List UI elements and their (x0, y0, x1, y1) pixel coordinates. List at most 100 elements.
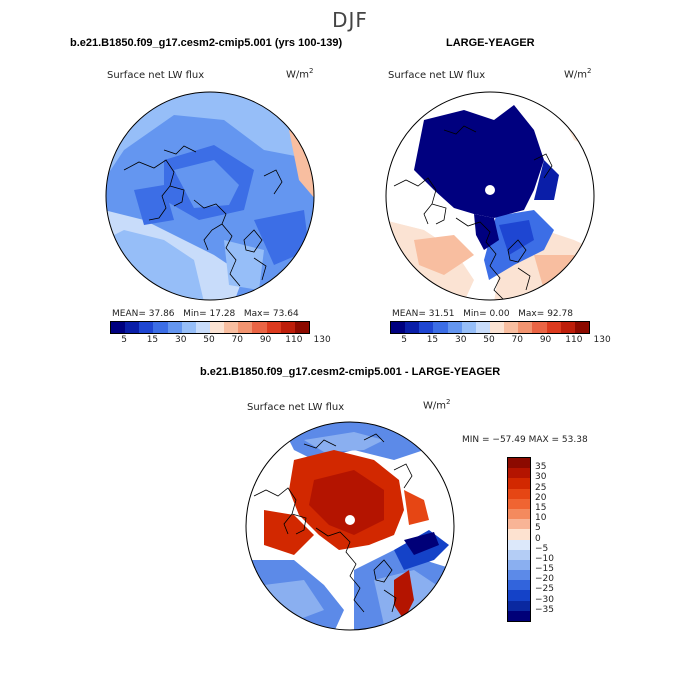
panel-2-colorbar-ticks: 5 15 30 50 70 90 110 130 (390, 335, 610, 347)
panel-1-colorbar-swatch (125, 322, 140, 333)
panel-2-colorbar-tick-label: 15 (426, 335, 439, 345)
panel-3-colorbar (507, 457, 531, 622)
panel-2-colorbar-swatch (475, 322, 490, 333)
panel-3-colorbar-swatch (508, 570, 530, 581)
panel-1-stats: MEAN= 37.86 Min= 17.28 Max= 73.64 (112, 309, 299, 319)
panel-3-colorbar-tick-label: 35 (535, 462, 547, 473)
panel-3-colorbar-swatch (508, 600, 530, 611)
panel-1-colorbar-swatch (153, 322, 168, 333)
panel-2-colorbar-tick-label: 90 (539, 335, 552, 345)
panel-1-colorbar-ticks: 5 15 30 50 70 90 110 130 (110, 335, 330, 347)
panel-1-units: W/m2 (286, 67, 314, 81)
panel-2-colorbar (390, 321, 590, 334)
panel-2-colorbar-tick-label: 70 (511, 335, 524, 345)
panel-3-colorbar-tick-label: −10 (535, 553, 554, 564)
panel-2-field (386, 92, 594, 300)
panel-1-colorbar (110, 321, 310, 334)
panel-1-colorbar-swatch (111, 322, 126, 333)
panel-1-colorbar-swatch (294, 322, 309, 333)
panel-2-colorbar-swatch (532, 322, 547, 333)
panel-3-colorbar-tick-label: −25 (535, 584, 554, 595)
panel-3-colorbar-swatch (508, 498, 530, 509)
season-title: DJF (332, 8, 368, 32)
panel-3-colorbar-swatch (508, 508, 530, 520)
panel-3-variable: Surface net LW flux (247, 402, 345, 413)
panel-3-pole-hole (345, 515, 355, 525)
panel-1-colorbar-swatch (181, 322, 196, 333)
panel-3-field (246, 422, 454, 630)
panel-1-colorbar-tick-label: 15 (146, 335, 159, 345)
panel-1-colorbar-swatch (280, 322, 295, 333)
panel-2-colorbar-swatch (391, 322, 406, 333)
panel-3-colorbar-tick-label: 5 (535, 523, 541, 534)
panel-2-colorbar-tick-label: 110 (565, 335, 583, 345)
panel-2-colorbar-tick-label: 30 (454, 335, 467, 345)
panel-3-map (245, 421, 455, 631)
panel-3-coastlines (253, 433, 413, 613)
panel-3-title: b.e21.B1850.f09_g17.cesm2-cmip5.001 - LA… (200, 366, 501, 378)
panel-3-units: W/m2 (423, 398, 451, 412)
panel-1-map (105, 91, 315, 301)
panel-2-pole-hole (485, 185, 495, 195)
panel-2-colorbar-swatch (489, 322, 505, 333)
panel-3-colorbar-tick-label: −15 (535, 564, 554, 575)
panel-1-colorbar-swatch (224, 322, 239, 333)
panel-3-colorbar-tick-label: 30 (535, 472, 547, 483)
panel-2-colorbar-tick-label: 130 (593, 335, 611, 345)
panel-1-colorbar-swatch (209, 322, 225, 333)
panel-1-colorbar-tick-label: 130 (313, 335, 331, 345)
panel-1-colorbar-swatch (238, 322, 253, 333)
panel-1-variable: Surface net LW flux (107, 70, 205, 81)
panel-2-units: W/m2 (564, 67, 592, 81)
panel-3-colorbar-tick-label: −35 (535, 604, 554, 615)
panel-1-colorbar-swatch (266, 322, 281, 333)
panel-2-colorbar-tick-label: 5 (401, 335, 408, 345)
panel-3-colorbar-swatch (508, 529, 530, 540)
panel-3-colorbar-tick-label: 15 (535, 502, 547, 513)
panel-2-title: LARGE-YEAGER (446, 37, 535, 49)
panel-1-colorbar-swatch (252, 322, 267, 333)
panel-2-stats: MEAN= 31.51 Min= 0.00 Max= 92.78 (392, 309, 573, 319)
panel-2-colorbar-swatch (447, 322, 462, 333)
panel-2-colorbar-swatch (405, 322, 420, 333)
panel-3-colorbar-swatch (508, 610, 530, 621)
panel-3-colorbar-swatch (508, 478, 530, 489)
panel-3-colorbar-swatch (508, 590, 530, 601)
panel-2-colorbar-tick-label: 50 (483, 335, 495, 345)
panel-3-colorbar-tick-label: −5 (535, 543, 549, 554)
panel-1-colorbar-tick-label: 70 (231, 335, 244, 345)
panel-3-colorbar-tick-label: 10 (535, 513, 547, 524)
panel-1-colorbar-tick-label: 110 (285, 335, 303, 345)
panel-1-colorbar-swatch (139, 322, 154, 333)
panel-3-colorbar-swatch (508, 519, 530, 530)
panel-2-colorbar-swatch (518, 322, 533, 333)
panel-1-coastlines (123, 145, 283, 287)
panel-3-colorbar-swatch (508, 580, 530, 591)
panel-3-colorbar-swatch (508, 549, 530, 560)
panel-1-colorbar-swatch (195, 322, 210, 333)
panel-1-colorbar-tick-label: 5 (121, 335, 128, 345)
panel-1-title: b.e21.B1850.f09_g17.cesm2-cmip5.001 (yrs… (70, 37, 343, 49)
panel-1-colorbar-tick-label: 50 (203, 335, 215, 345)
panel-2-variable: Surface net LW flux (388, 70, 486, 81)
panel-2-colorbar-swatch (574, 322, 589, 333)
panel-3-colorbar-tick-label: 20 (535, 492, 547, 503)
panel-3-colorbar-swatch (508, 468, 530, 479)
panel-2-colorbar-swatch (433, 322, 448, 333)
panel-3-colorbar-tick-label: 0 (535, 533, 541, 544)
panel-1-field (106, 92, 314, 300)
panel-3-colorbar-swatch (508, 559, 530, 571)
panel-2-colorbar-swatch (504, 322, 519, 333)
panel-3-stats: MIN = −57.49 MAX = 53.38 (462, 435, 588, 445)
panel-2-colorbar-swatch (560, 322, 575, 333)
panel-3-colorbar-tick-label: −30 (535, 594, 554, 605)
panel-3-colorbar-swatch (508, 488, 530, 499)
panel-2-colorbar-swatch (419, 322, 434, 333)
panel-2-colorbar-swatch (461, 322, 476, 333)
panel-3-colorbar-swatch (508, 458, 530, 469)
panel-3-colorbar-ticks: 35 30 25 20 15 10 5 0 −5 −10 −15 −20 −25 −30 −35 (535, 457, 575, 620)
panel-3-colorbar-swatch (508, 539, 530, 550)
panel-1-colorbar-tick-label: 30 (174, 335, 187, 345)
panel-3-colorbar-tick-label: −20 (535, 574, 554, 585)
panel-3-colorbar-tick-label: 25 (535, 482, 547, 493)
